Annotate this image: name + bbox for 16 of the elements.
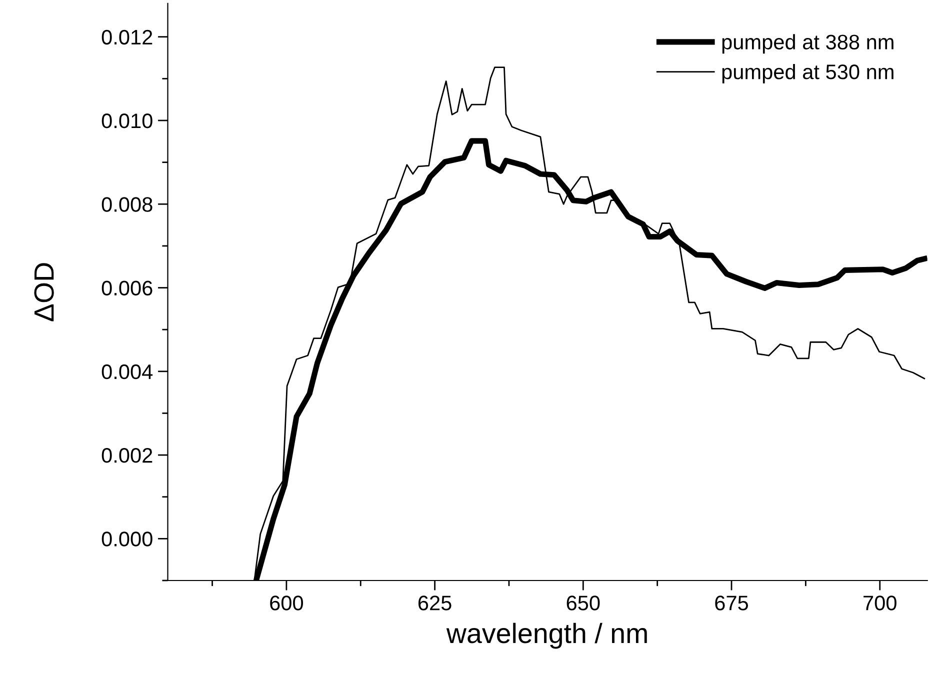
y-tick-label: 0.008 <box>102 197 152 212</box>
y-tick-label: 0.002 <box>102 448 152 463</box>
x-tick-label: 625 <box>418 596 452 610</box>
legend-label: pumped at 530 nm <box>722 64 894 84</box>
x-tick-label: 600 <box>270 596 304 610</box>
y-tick-label: 0.004 <box>102 364 153 380</box>
y-axis-title: ΔOD <box>34 263 54 322</box>
y-tick-label: 0.010 <box>102 113 152 128</box>
y-tick-label: 0.000 <box>102 532 152 546</box>
x-axis-title: wavelength / nm <box>446 622 647 649</box>
legend-label: pumped at 388 nm <box>722 34 894 54</box>
x-tick-label: 675 <box>715 596 748 610</box>
y-tick-label: 0.012 <box>102 30 152 45</box>
x-tick-label: 700 <box>864 596 896 610</box>
y-tick-label: 0.006 <box>102 280 152 296</box>
x-tick-label: 650 <box>566 596 600 610</box>
